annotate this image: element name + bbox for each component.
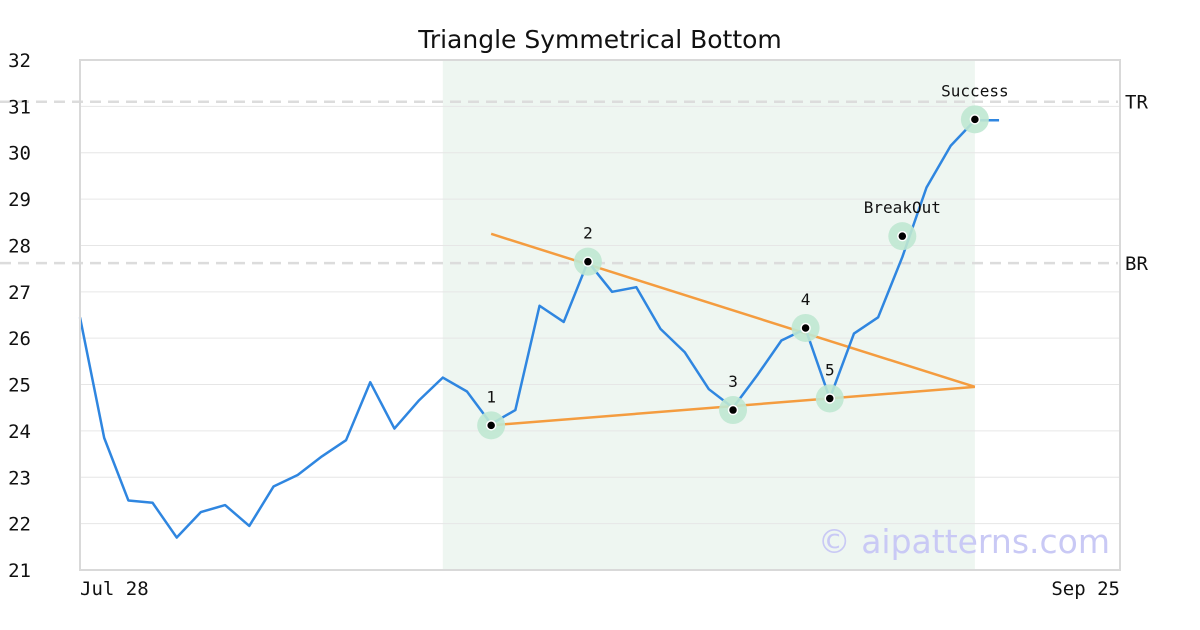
y-tick-label: 22 xyxy=(8,514,31,536)
x-tick-label: Jul 28 xyxy=(80,578,149,600)
marker-label-3: 3 xyxy=(728,372,738,391)
y-tick-label: 21 xyxy=(8,560,31,582)
y-tick-label: 26 xyxy=(8,328,31,350)
pattern-markers: 1 2 3 4 5 BreakOut Success xyxy=(477,81,1009,440)
y-tick-label: 28 xyxy=(8,235,31,257)
upper-trendline xyxy=(490,232,976,389)
chart-title: Triangle Symmetrical Bottom xyxy=(417,25,782,54)
marker-point-breakout xyxy=(897,230,908,242)
marker-label-breakout: BreakOut xyxy=(864,198,941,217)
marker-label-4: 4 xyxy=(801,290,811,309)
shaded-region xyxy=(442,60,975,570)
marker-label-5: 5 xyxy=(825,360,835,379)
watermark: © aipatterns.com xyxy=(818,522,1110,561)
y-tick-label: 30 xyxy=(8,143,31,165)
marker-point-5 xyxy=(824,393,836,404)
y-tick-label: 29 xyxy=(8,189,31,211)
level-label-tr: TR xyxy=(1125,92,1148,114)
marker-point-2 xyxy=(582,256,594,267)
marker-point-4 xyxy=(800,322,811,334)
horizontal-levels: TR BR xyxy=(0,92,1148,275)
marker-point-1 xyxy=(485,420,497,431)
y-tick-label: 27 xyxy=(8,282,31,304)
x-tick-label: Sep 25 xyxy=(1051,578,1120,600)
pattern-shade xyxy=(442,60,975,570)
y-tick-label: 24 xyxy=(8,421,31,443)
level-label-br: BR xyxy=(1125,253,1148,275)
marker-label-success: Success xyxy=(941,81,1008,100)
price-line xyxy=(78,119,1000,539)
y-tick-label: 23 xyxy=(8,467,31,489)
y-tick-label: 32 xyxy=(8,50,31,72)
marker-point-3 xyxy=(727,404,739,416)
y-tick-label: 25 xyxy=(8,375,31,397)
plot-frame xyxy=(79,59,1121,571)
price-series xyxy=(78,119,1000,539)
marker-label-2: 2 xyxy=(583,224,593,243)
marker-label-1: 1 xyxy=(486,387,496,406)
y-tick-label: 31 xyxy=(8,96,31,118)
marker-point-success xyxy=(969,114,981,125)
